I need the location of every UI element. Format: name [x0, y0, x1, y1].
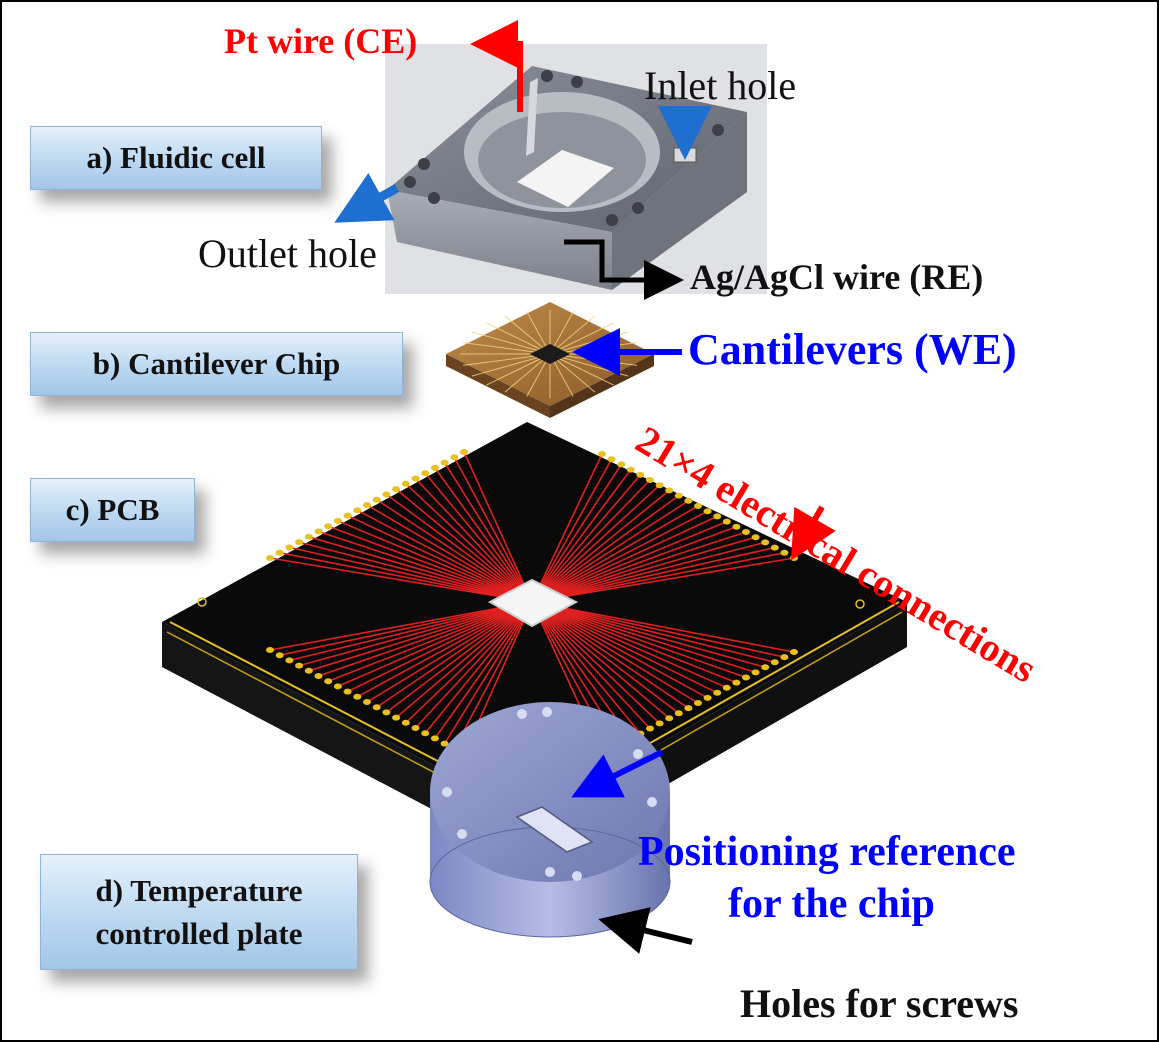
cantilever-chip-box: b) Cantilever Chip — [30, 332, 403, 396]
pt-wire-label: Pt wire (CE) — [224, 21, 418, 61]
screws-arrow — [598, 907, 693, 954]
callout-arrows — [334, 20, 836, 954]
cantilevers-label: Cantilevers (WE) — [688, 325, 1017, 374]
temperature-plate-render — [429, 702, 671, 938]
temperature-plate-label-line2: controlled plate — [95, 916, 303, 951]
pcb-label: c) PCB — [65, 492, 160, 527]
ag-wire-arrow — [564, 239, 684, 300]
outlet-hole-label: Outlet hole — [198, 231, 377, 276]
fluidic-cell-label: a) Fluidic cell — [86, 140, 266, 175]
cantilever-chip-render — [446, 302, 654, 418]
pt-wire-arrow — [470, 20, 523, 112]
cantilever-chip-label: b) Cantilever Chip — [92, 346, 341, 381]
ag-wire-label: Ag/AgCl wire (RE) — [690, 257, 984, 297]
connections-arrow — [790, 505, 836, 561]
positioning-label-line2: for the chip — [728, 881, 935, 927]
outlet-arrow — [334, 172, 400, 223]
fluidic-cell-box: a) Fluidic cell — [30, 126, 322, 190]
inlet-hole-label: Inlet hole — [644, 63, 797, 108]
pcb-box: c) PCB — [30, 478, 195, 542]
fluidic-cell-render — [385, 44, 767, 294]
positioning-label-line1: Positioning reference — [638, 829, 1016, 875]
holes-screws-label: Holes for screws — [740, 981, 1019, 1026]
temperature-plate-label-line1: d) Temperature — [95, 872, 303, 908]
temperature-plate-box: d) Temperature controlled plate — [40, 854, 358, 970]
positioning-arrow — [571, 749, 664, 798]
